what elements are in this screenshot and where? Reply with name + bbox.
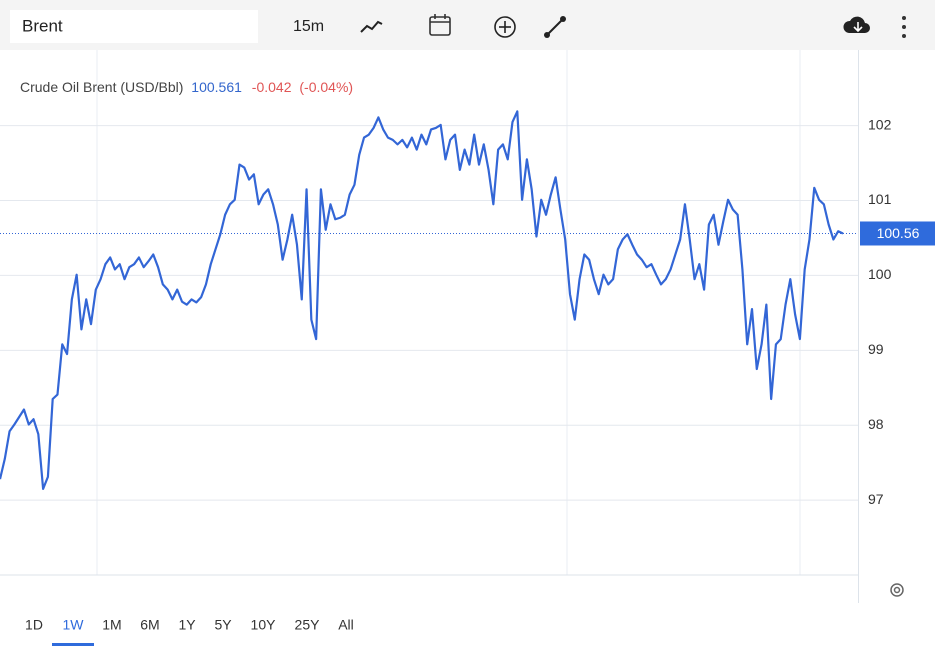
range-button[interactable]: All	[338, 617, 354, 633]
y-tick-label: 101	[868, 191, 892, 207]
symbol-input[interactable]	[10, 10, 258, 43]
price-line	[0, 110, 844, 490]
settings-icon[interactable]	[890, 583, 904, 597]
chart-type-icon[interactable]	[360, 20, 383, 33]
symbol-text: Brent	[22, 16, 63, 35]
last-price-box	[860, 221, 935, 246]
chart-header: Crude Oil Brent (USD/Bbl) 100.561 -0.042…	[20, 79, 353, 95]
range-button[interactable]: 5Y	[214, 617, 232, 633]
y-tick-label: 98	[868, 416, 884, 432]
y-tick-label: 99	[868, 341, 884, 357]
y-tick-label: 97	[868, 491, 884, 507]
range-underline	[52, 643, 94, 646]
range-button[interactable]: 1D	[25, 617, 43, 633]
range-button[interactable]: 6M	[140, 617, 159, 633]
range-bar: 1D 1W 1M 6M 1Y 5Y 10Y 25Y All	[25, 617, 354, 646]
range-button[interactable]: 1W	[63, 617, 85, 633]
y-tick-label: 102	[868, 116, 892, 132]
last-price-label: 100.56	[877, 225, 920, 241]
range-button[interactable]: 10Y	[251, 617, 277, 633]
plot: 97 98 99 100 101 102 100.56	[0, 110, 935, 507]
last-value: 100.561	[191, 79, 242, 95]
header: Crude Oil Brent (USD/Bbl) 100.561 -0.042…	[20, 79, 353, 95]
chart-title: Crude Oil Brent (USD/Bbl)	[20, 79, 183, 95]
add-icon[interactable]	[494, 16, 516, 38]
interval[interactable]: 15m	[293, 18, 324, 35]
range-button[interactable]: 25Y	[295, 617, 321, 633]
draw-icon[interactable]	[544, 16, 566, 38]
change: -0.042	[252, 79, 292, 95]
y-tick-label: 100	[868, 266, 892, 282]
menu-icon[interactable]	[902, 16, 906, 38]
change-pct: (-0.04%)	[299, 79, 353, 95]
download-icon[interactable]	[843, 16, 870, 33]
range-button[interactable]: 1M	[102, 617, 121, 633]
calendar-icon[interactable]	[429, 14, 451, 36]
range-button[interactable]: 1Y	[178, 617, 196, 633]
